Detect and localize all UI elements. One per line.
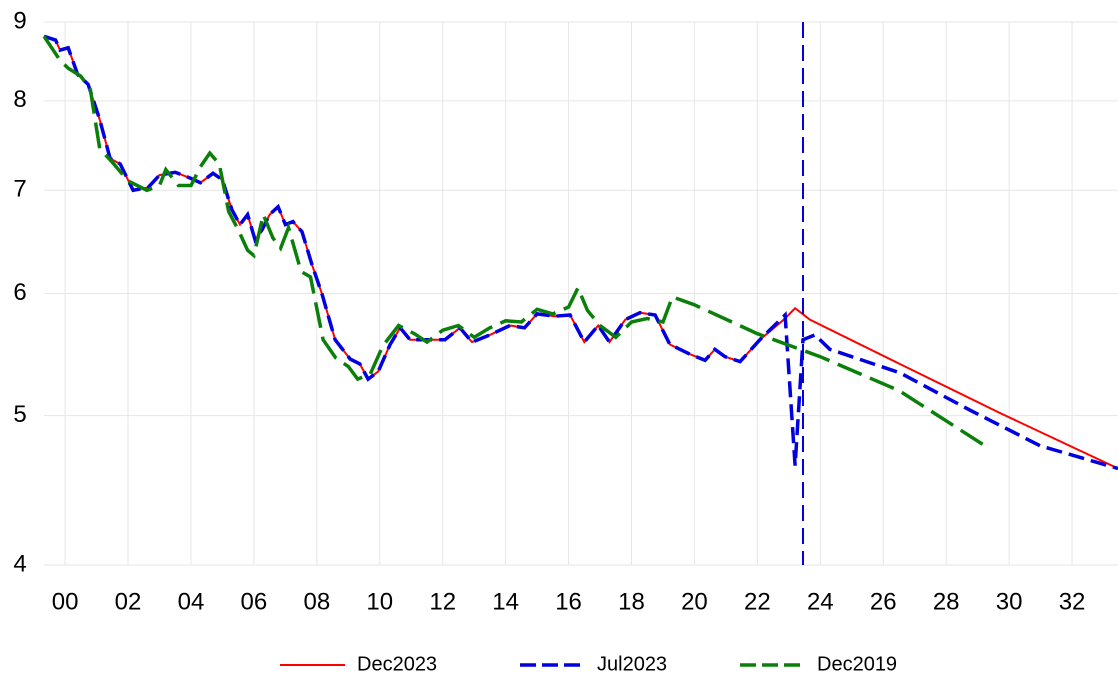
x-tick-label: 06 [241,588,268,615]
x-tick-label: 26 [870,588,897,615]
y-tick-label: 4 [13,550,26,577]
x-tick-label: 28 [933,588,960,615]
legend-label: Dec2023 [357,653,437,675]
x-tick-label: 08 [303,588,330,615]
series-line [42,35,986,448]
legend-label: Dec2019 [817,653,897,675]
x-tick-label: 20 [681,588,708,615]
y-tick-label: 6 [13,279,26,306]
x-tick-label: 00 [52,588,79,615]
x-tick-label: 30 [996,588,1023,615]
x-tick-label: 22 [744,588,771,615]
x-tick-label: 12 [429,588,456,615]
y-tick-label: 5 [13,401,26,428]
x-tick-label: 16 [555,588,582,615]
x-tick-label: 14 [492,588,519,615]
legend-label: Jul2023 [597,653,667,675]
x-tick-label: 04 [178,588,205,615]
x-tick-label: 10 [366,588,393,615]
x-tick-label: 32 [1059,588,1086,615]
x-tick-label: 18 [618,588,645,615]
y-tick-label: 8 [13,86,26,113]
x-tick-label: 02 [115,588,142,615]
x-tick-label: 24 [807,588,834,615]
y-tick-label: 9 [13,7,26,34]
series-line [43,34,1118,471]
y-tick-label: 7 [13,176,26,203]
